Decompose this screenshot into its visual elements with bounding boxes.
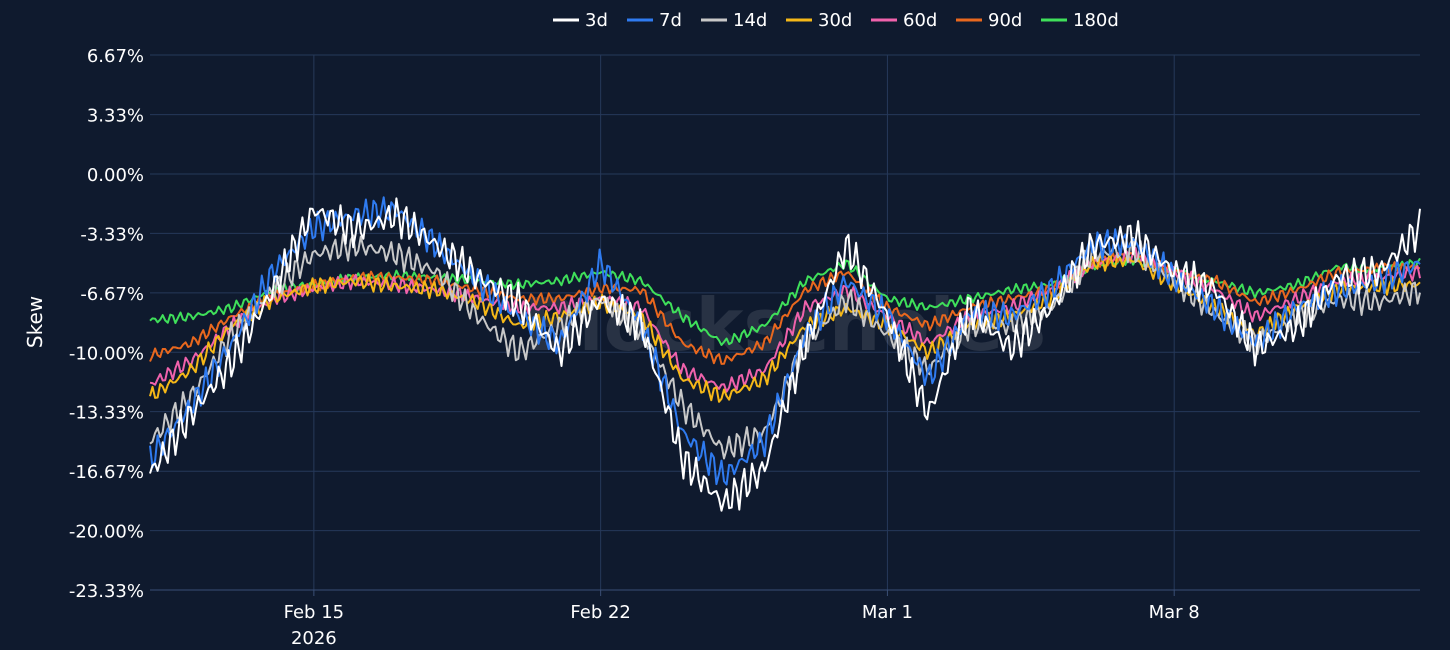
x-tick-year-label: 2026 xyxy=(291,628,337,649)
legend-label-180d: 180d xyxy=(1073,10,1119,31)
legend: 3d 7d 14d 30d 60d 90d 180d xyxy=(553,10,1119,31)
legend-label-30d: 30d xyxy=(818,10,852,31)
x-tick-label: Mar 1 xyxy=(862,602,913,623)
series-line-3d xyxy=(149,197,1421,512)
y-axis-title: Skew xyxy=(23,296,47,348)
legend-label-7d: 7d xyxy=(659,10,682,31)
y-tick-label: 3.33% xyxy=(87,106,144,127)
y-tick-label: -23.33% xyxy=(69,581,144,602)
legend-label-14d: 14d xyxy=(733,10,767,31)
x-axis: Feb 15 2026 Feb 22 Mar 1 Mar 8 xyxy=(150,589,1420,649)
y-tick-label: -13.33% xyxy=(69,403,144,424)
legend-label-60d: 60d xyxy=(903,10,937,31)
series-line-7d xyxy=(149,196,1421,486)
y-tick-label: -10.00% xyxy=(69,343,144,364)
y-tick-label: 0.00% xyxy=(87,165,144,186)
y-tick-label: -16.67% xyxy=(69,462,144,483)
y-tick-label: -6.67% xyxy=(80,284,144,305)
series-line-90d xyxy=(149,251,1421,365)
y-tick-label: 6.67% xyxy=(87,46,144,67)
legend-label-90d: 90d xyxy=(988,10,1022,31)
legend-label-3d: 3d xyxy=(585,10,608,31)
x-tick-label: Mar 8 xyxy=(1149,602,1200,623)
series-lines xyxy=(149,196,1421,512)
y-tick-label: -20.00% xyxy=(69,522,144,543)
x-tick-label: Feb 22 xyxy=(570,602,631,623)
y-axis: 6.67% 3.33% 0.00% -3.33% -6.67% -10.00% -13.33… xyxy=(69,46,144,602)
x-tick-label: Feb 15 xyxy=(284,602,345,623)
y-tick-label: -3.33% xyxy=(80,224,144,245)
